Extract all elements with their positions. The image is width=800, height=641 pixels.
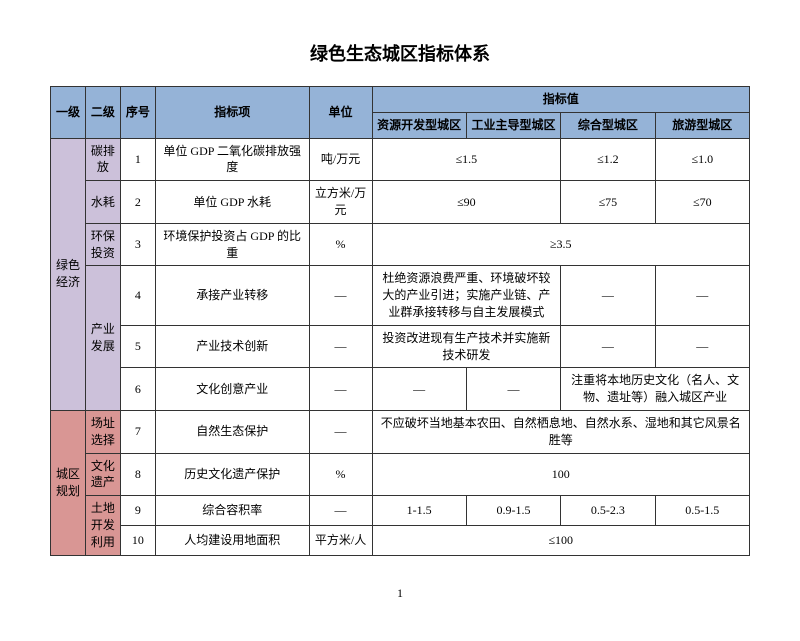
seq-cell: 5	[120, 325, 155, 368]
unit-cell: %	[309, 453, 372, 496]
value-cell: ≤100	[372, 525, 750, 555]
table-row: 水耗 2 单位 GDP 水耗 立方米/万元 ≤90 ≤75 ≤70	[51, 181, 750, 224]
table-row: 产业发展 4 承接产业转移 — 杜绝资源浪费严重、环境破坏较大的产业引进；实施产…	[51, 266, 750, 325]
seq-cell: 10	[120, 525, 155, 555]
item-cell: 环境保护投资占 GDP 的比重	[155, 223, 309, 266]
seq-cell: 4	[120, 266, 155, 325]
seq-cell: 3	[120, 223, 155, 266]
unit-cell: —	[309, 368, 372, 411]
page-number: 1	[50, 586, 750, 601]
value-cell: ≤1.5	[372, 138, 561, 181]
value-cell: 杜绝资源浪费严重、环境破坏较大的产业引进；实施产业链、产业群承接转移与自主发展模…	[372, 266, 561, 325]
unit-cell: 立方米/万元	[309, 181, 372, 224]
table-row: 城区规划 场址选择 7 自然生态保护 — 不应破坏当地基本农田、自然栖息地、自然…	[51, 410, 750, 453]
lv2-cell: 碳排放	[85, 138, 120, 181]
value-cell: ≤1.0	[655, 138, 749, 181]
value-cell: —	[561, 266, 655, 325]
value-cell: ≤75	[561, 181, 655, 224]
value-cell: 0.5-1.5	[655, 496, 749, 526]
lv2-cell: 土地开发利用	[85, 496, 120, 555]
header-val2: 工业主导型城区	[466, 112, 560, 138]
table-row: 10 人均建设用地面积 平方米/人 ≤100	[51, 525, 750, 555]
lv1-cell: 城区规划	[51, 410, 86, 555]
header-val1: 资源开发型城区	[372, 112, 466, 138]
item-cell: 自然生态保护	[155, 410, 309, 453]
lv2-cell: 水耗	[85, 181, 120, 224]
item-cell: 历史文化遗产保护	[155, 453, 309, 496]
unit-cell: 吨/万元	[309, 138, 372, 181]
item-cell: 文化创意产业	[155, 368, 309, 411]
table-row: 文化遗产 8 历史文化遗产保护 % 100	[51, 453, 750, 496]
value-cell: 100	[372, 453, 750, 496]
unit-cell: 平方米/人	[309, 525, 372, 555]
item-cell: 产业技术创新	[155, 325, 309, 368]
value-cell: —	[466, 368, 560, 411]
value-cell: 0.9-1.5	[466, 496, 560, 526]
table-row: 绿色经济 碳排放 1 单位 GDP 二氧化碳排放强度 吨/万元 ≤1.5 ≤1.…	[51, 138, 750, 181]
indicator-table: 一级 二级 序号 指标项 单位 指标值 资源开发型城区 工业主导型城区 综合型城…	[50, 86, 750, 556]
item-cell: 单位 GDP 二氧化碳排放强度	[155, 138, 309, 181]
unit-cell: —	[309, 266, 372, 325]
header-item: 指标项	[155, 87, 309, 139]
value-cell: —	[655, 266, 749, 325]
header-seq: 序号	[120, 87, 155, 139]
value-cell: ≤70	[655, 181, 749, 224]
lv2-cell: 环保投资	[85, 223, 120, 266]
header-val4: 旅游型城区	[655, 112, 749, 138]
seq-cell: 1	[120, 138, 155, 181]
header-unit: 单位	[309, 87, 372, 139]
value-cell: —	[372, 368, 466, 411]
item-cell: 单位 GDP 水耗	[155, 181, 309, 224]
header-lv1: 一级	[51, 87, 86, 139]
seq-cell: 7	[120, 410, 155, 453]
lv2-cell: 文化遗产	[85, 453, 120, 496]
unit-cell: %	[309, 223, 372, 266]
lv2-cell: 场址选择	[85, 410, 120, 453]
value-cell: ≥3.5	[372, 223, 750, 266]
item-cell: 人均建设用地面积	[155, 525, 309, 555]
seq-cell: 6	[120, 368, 155, 411]
value-cell: —	[561, 325, 655, 368]
item-cell: 综合容积率	[155, 496, 309, 526]
unit-cell: —	[309, 325, 372, 368]
item-cell: 承接产业转移	[155, 266, 309, 325]
seq-cell: 2	[120, 181, 155, 224]
header-value-group: 指标值	[372, 87, 750, 113]
value-cell: ≤90	[372, 181, 561, 224]
unit-cell: —	[309, 410, 372, 453]
page-title: 绿色生态城区指标体系	[50, 40, 750, 66]
table-row: 6 文化创意产业 — — — 注重将本地历史文化（名人、文物、遗址等）融入城区产…	[51, 368, 750, 411]
value-cell: 不应破坏当地基本农田、自然栖息地、自然水系、湿地和其它风景名胜等	[372, 410, 750, 453]
value-cell: 1-1.5	[372, 496, 466, 526]
header-lv2: 二级	[85, 87, 120, 139]
value-cell: ≤1.2	[561, 138, 655, 181]
header-val3: 综合型城区	[561, 112, 655, 138]
value-cell: 注重将本地历史文化（名人、文物、遗址等）融入城区产业	[561, 368, 750, 411]
table-row: 土地开发利用 9 综合容积率 — 1-1.5 0.9-1.5 0.5-2.3 0…	[51, 496, 750, 526]
value-cell: —	[655, 325, 749, 368]
lv1-cell: 绿色经济	[51, 138, 86, 410]
table-row: 5 产业技术创新 — 投资改进现有生产技术并实施新技术研发 — —	[51, 325, 750, 368]
lv2-cell: 产业发展	[85, 266, 120, 411]
table-row: 环保投资 3 环境保护投资占 GDP 的比重 % ≥3.5	[51, 223, 750, 266]
value-cell: 0.5-2.3	[561, 496, 655, 526]
unit-cell: —	[309, 496, 372, 526]
seq-cell: 8	[120, 453, 155, 496]
value-cell: 投资改进现有生产技术并实施新技术研发	[372, 325, 561, 368]
seq-cell: 9	[120, 496, 155, 526]
